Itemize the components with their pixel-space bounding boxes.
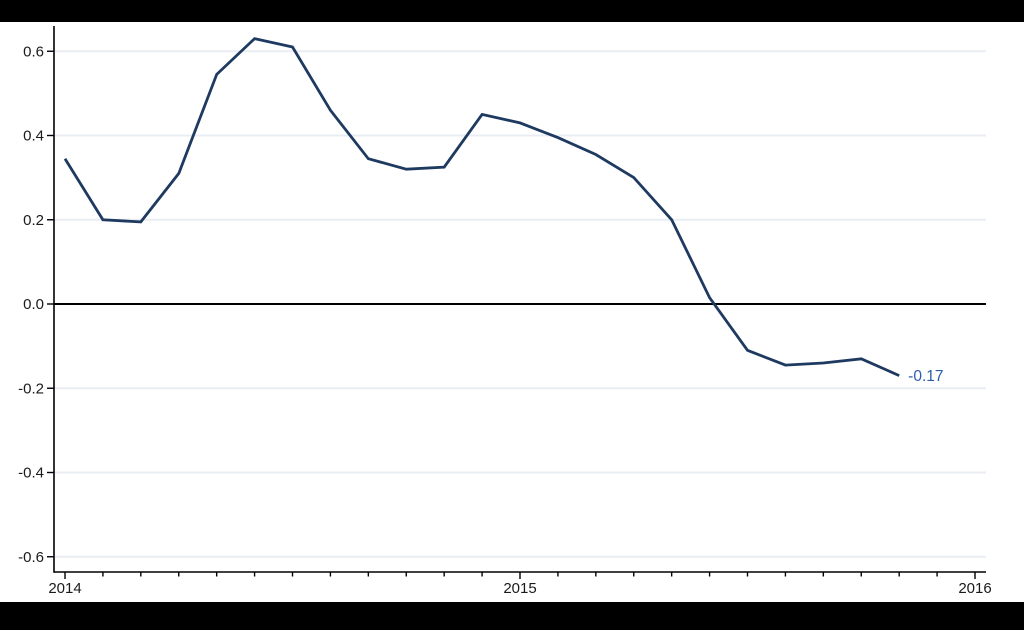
x-tick-label: 2016 (958, 580, 991, 597)
y-tick-label: -0.4 (18, 465, 44, 482)
y-tick-label: 0.0 (23, 296, 44, 313)
x-tick-label: 2014 (48, 580, 81, 597)
last-value-label: -0.17 (908, 368, 943, 385)
letterbox-bottom (0, 602, 1024, 630)
y-tick-label: 0.6 (23, 43, 44, 60)
y-tick-label: -0.2 (18, 380, 44, 397)
series-line (63, 37, 900, 377)
letterbox-top (0, 0, 1024, 22)
x-tick-label: 2015 (503, 580, 536, 597)
plot-canvas (0, 22, 1024, 602)
y-tick-label: -0.6 (18, 549, 44, 566)
y-tick-label: 0.2 (23, 212, 44, 229)
y-tick-label: 0.4 (23, 128, 44, 145)
